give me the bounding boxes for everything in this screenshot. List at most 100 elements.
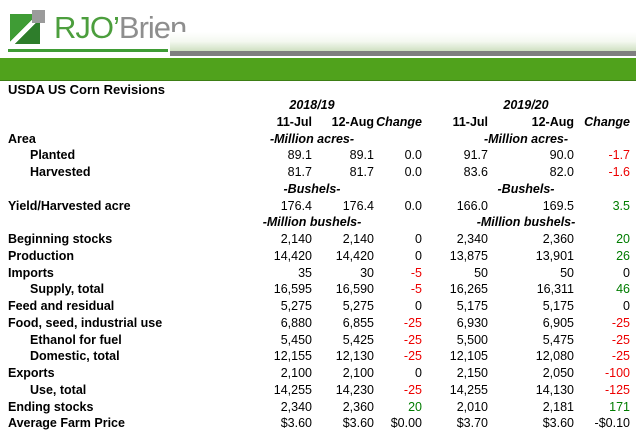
value-cell: -5 [374, 281, 422, 298]
value-cell: -25 [374, 315, 422, 332]
row-label: Beginning stocks [8, 231, 202, 248]
value-cell: 0.0 [374, 147, 422, 164]
value-cell: 16,311 [488, 281, 574, 298]
value-cell: 50 [422, 265, 488, 282]
value-cell: $0.00 [374, 415, 422, 432]
value-cell: 176.4 [312, 198, 374, 215]
column-header-11jul-2: 11-Jul [422, 114, 488, 131]
row-label: Ethanol for fuel [8, 332, 202, 349]
value-cell: -25 [374, 348, 422, 365]
value-cell: -5 [374, 265, 422, 282]
value-cell: 0 [374, 365, 422, 382]
value-cell: 2,360 [312, 399, 374, 416]
value-cell: 12,130 [312, 348, 374, 365]
year-header-row: 2018/19 2019/20 [0, 97, 636, 114]
header-gray-stripe [170, 51, 636, 56]
value-cell: -25 [374, 332, 422, 349]
value-cell: 5,425 [312, 332, 374, 349]
unit-label: -Million bushels- [202, 214, 422, 231]
value-cell: 2,140 [312, 231, 374, 248]
value-cell: 46 [574, 281, 630, 298]
value-cell: 2,360 [488, 231, 574, 248]
value-cell: 2,340 [422, 231, 488, 248]
value-cell: 26 [574, 248, 630, 265]
row-label: Average Farm Price [8, 415, 202, 432]
logo-gray-square [32, 10, 45, 23]
value-cell: 2,010 [422, 399, 488, 416]
value-cell: 12,080 [488, 348, 574, 365]
value-cell: -100 [574, 365, 630, 382]
corn-revisions-table: 2018/19 2019/20 11-Jul 12-Aug Change 11-… [0, 97, 636, 432]
value-cell: -1.7 [574, 147, 630, 164]
logo-text-green: RJO’ [54, 10, 119, 45]
value-cell: 14,230 [312, 382, 374, 399]
column-header-change-1: Change [374, 114, 422, 131]
value-cell: 16,590 [312, 281, 374, 298]
value-cell: -25 [574, 348, 630, 365]
value-cell: 13,901 [488, 248, 574, 265]
row-label: Area [8, 131, 202, 148]
row-label: Harvested [8, 164, 202, 181]
value-cell: -25 [374, 382, 422, 399]
value-cell: 16,595 [202, 281, 312, 298]
value-cell: 2,181 [488, 399, 574, 416]
unit-label: -Bushels- [202, 181, 422, 198]
value-cell: 176.4 [202, 198, 312, 215]
value-cell: 0 [374, 298, 422, 315]
value-cell: 2,340 [202, 399, 312, 416]
year-header-2019-20: 2019/20 [422, 97, 630, 114]
value-cell: 2,050 [488, 365, 574, 382]
value-cell: 6,880 [202, 315, 312, 332]
unit-label: -Million acres- [422, 131, 630, 148]
value-cell: 89.1 [202, 147, 312, 164]
unit-label: -Million bushels- [422, 214, 630, 231]
value-cell: 5,275 [312, 298, 374, 315]
row-label: Exports [8, 365, 202, 382]
value-cell: 0 [574, 265, 630, 282]
value-cell: -$0.10 [574, 415, 630, 432]
unit-row: -Bushels--Bushels- [0, 181, 636, 198]
page-title: USDA US Corn Revisions [8, 82, 165, 97]
unit-row: Area-Million acres--Million acres- [0, 131, 636, 148]
value-cell: 5,175 [488, 298, 574, 315]
value-cell: 0.0 [374, 198, 422, 215]
row-label: Use, total [8, 382, 202, 399]
row-label: Production [8, 248, 202, 265]
value-cell: 89.1 [312, 147, 374, 164]
value-cell: 0 [374, 248, 422, 265]
value-cell: 35 [202, 265, 312, 282]
value-cell: -25 [574, 332, 630, 349]
row-label: Ending stocks [8, 399, 202, 416]
value-cell: 6,855 [312, 315, 374, 332]
column-header-row: 11-Jul 12-Aug Change 11-Jul 12-Aug Chang… [0, 114, 636, 131]
value-cell: 5,500 [422, 332, 488, 349]
column-header-change-2: Change [574, 114, 630, 131]
value-cell: 5,475 [488, 332, 574, 349]
year-header-2018-19: 2018/19 [202, 97, 422, 114]
value-cell: 2,100 [312, 365, 374, 382]
unit-label: -Bushels- [422, 181, 630, 198]
table-row: Average Farm Price$3.60$3.60$0.00$3.70$3… [0, 415, 636, 432]
value-cell: 6,930 [422, 315, 488, 332]
value-cell: 16,265 [422, 281, 488, 298]
value-cell: 5,175 [422, 298, 488, 315]
value-cell: 50 [488, 265, 574, 282]
value-cell: 14,255 [202, 382, 312, 399]
value-cell: 20 [374, 399, 422, 416]
value-cell: 2,140 [202, 231, 312, 248]
value-cell: 82.0 [488, 164, 574, 181]
column-header-12aug-1: 12-Aug [312, 114, 374, 131]
value-cell: 81.7 [202, 164, 312, 181]
